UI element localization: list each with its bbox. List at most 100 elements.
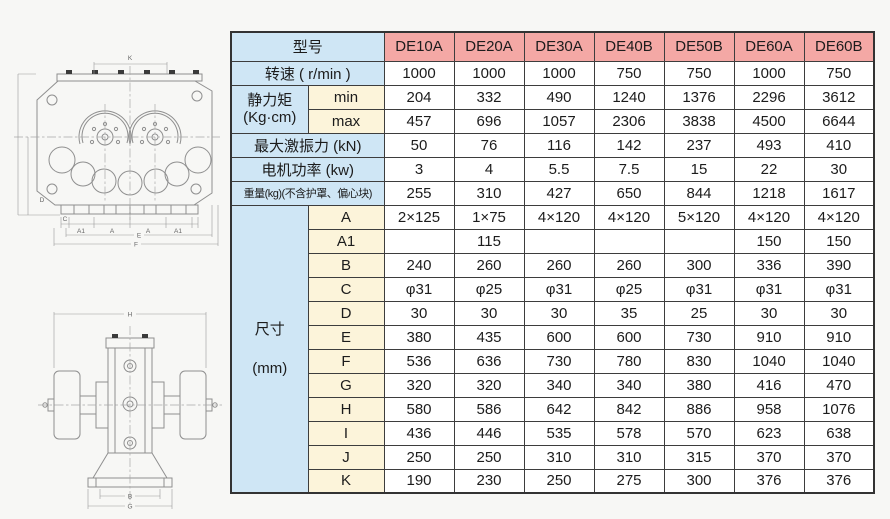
value-cell xyxy=(383,228,455,254)
value-cell: 642 xyxy=(523,396,595,422)
value-cell: 844 xyxy=(663,180,735,206)
dimension-label-cell: K xyxy=(307,468,385,494)
table-row: B 240 260 260 260 300 336 390 xyxy=(231,252,875,278)
row-label-cell: 转速 ( r/min ) xyxy=(230,60,385,86)
value-cell: 2296 xyxy=(733,84,805,110)
value-cell: 750 xyxy=(663,60,735,86)
value-cell: φ31 xyxy=(733,276,805,302)
value-cell: 310 xyxy=(593,444,665,470)
value-cell: 76 xyxy=(453,132,525,158)
value-cell: 250 xyxy=(523,468,595,494)
table-row: 电机功率 (kw) 3 4 5.5 7.5 15 22 30 xyxy=(230,156,875,182)
value-cell: 340 xyxy=(523,372,595,398)
value-cell: 142 xyxy=(593,132,665,158)
value-cell: 1057 xyxy=(523,108,595,134)
dimension-label-cell: F xyxy=(307,348,385,374)
value-cell: 30 xyxy=(453,300,525,326)
value-cell xyxy=(593,228,665,254)
row-label-cell: 重量(kg)(不含护罩、偏心块) xyxy=(230,180,385,206)
dim-label-c: C xyxy=(63,216,68,223)
value-cell: 830 xyxy=(663,348,735,374)
value-cell: 4×120 xyxy=(593,204,665,230)
table-row: E 380 435 600 600 730 910 910 xyxy=(231,324,875,350)
value-cell: 204 xyxy=(383,84,455,110)
value-cell: 4×120 xyxy=(803,204,875,230)
dim-label-a-left: A xyxy=(110,228,115,235)
value-cell: 5×120 xyxy=(663,204,735,230)
value-cell: 7.5 xyxy=(593,156,665,182)
value-cell: 1376 xyxy=(663,84,735,110)
value-cell: 260 xyxy=(453,252,525,278)
dim-label-a-right: A xyxy=(146,228,151,235)
value-cell: 240 xyxy=(383,252,455,278)
table-row: 转速 ( r/min ) 1000 1000 1000 750 750 1000 750 xyxy=(230,60,875,86)
top-view-technical-drawing: K D C A1 A A A1 E F xyxy=(14,55,220,249)
value-cell: 4500 xyxy=(733,108,805,134)
value-cell: 446 xyxy=(453,420,525,446)
value-cell: 380 xyxy=(663,372,735,398)
table-row: D 30 30 30 35 25 30 30 xyxy=(231,300,875,326)
value-cell: 230 xyxy=(453,468,525,494)
dimension-label-cell: C xyxy=(307,276,385,302)
value-cell: 150 xyxy=(733,228,805,254)
model-header-cell: DE60B xyxy=(803,31,875,62)
eccentric-weights xyxy=(48,146,212,196)
value-cell: 255 xyxy=(383,180,455,206)
value-cell: 25 xyxy=(663,300,735,326)
value-cell: 623 xyxy=(733,420,805,446)
front-view-technical-drawing: H B G xyxy=(38,312,222,511)
value-cell: 580 xyxy=(383,396,455,422)
group-label-cell: 尺寸 (mm) xyxy=(230,204,309,494)
dim-label-d: D xyxy=(40,197,45,204)
group-label-line1: 静力矩 xyxy=(247,92,293,109)
value-cell: 300 xyxy=(663,252,735,278)
table-row: 尺寸 (mm) A 2×125 1×75 4×120 4×120 5×120 4×120 4×12… xyxy=(230,204,875,494)
dimension-label-cell: min xyxy=(307,84,385,110)
dim-label-a1-right: A1 xyxy=(174,228,182,235)
value-cell: 910 xyxy=(733,324,805,350)
table-row: 最大激振力 (kN) 50 76 116 142 237 493 410 xyxy=(230,132,875,158)
value-cell: φ31 xyxy=(663,276,735,302)
value-cell: 1×75 xyxy=(453,204,525,230)
value-cell: 315 xyxy=(663,444,735,470)
table-row: K 190 230 250 275 300 376 376 xyxy=(231,468,875,494)
value-cell: 115 xyxy=(453,228,525,254)
value-cell: φ25 xyxy=(453,276,525,302)
value-cell: 750 xyxy=(803,60,875,86)
value-cell: 300 xyxy=(663,468,735,494)
value-cell: 370 xyxy=(733,444,805,470)
value-cell: 730 xyxy=(523,348,595,374)
model-header-cell: DE10A xyxy=(383,31,455,62)
value-cell: 250 xyxy=(383,444,455,470)
value-cell: 310 xyxy=(453,180,525,206)
value-cell: 116 xyxy=(523,132,595,158)
value-cell: φ31 xyxy=(523,276,595,302)
dim-label-f: F xyxy=(134,242,138,249)
value-cell: 1617 xyxy=(803,180,875,206)
value-cell: 336 xyxy=(733,252,805,278)
center-lines xyxy=(14,66,220,220)
value-cell: 380 xyxy=(383,324,455,350)
group-label-line2: (Kg·cm) xyxy=(243,109,297,126)
table-row: H 580 586 642 842 886 958 1076 xyxy=(231,396,875,422)
value-cell: 750 xyxy=(593,60,665,86)
value-cell: 2306 xyxy=(593,108,665,134)
table-row: 静力矩 (Kg·cm) min 204 332 490 1240 1376 2296 3612 xyxy=(230,84,875,134)
value-cell: 370 xyxy=(803,444,875,470)
table-row: max 457 696 1057 2306 3838 4500 6644 xyxy=(231,108,875,134)
table-row: 重量(kg)(不含护罩、偏心块) 255 310 427 650 844 1218 1617 xyxy=(230,180,875,206)
group-label-cell: 静力矩 (Kg·cm) xyxy=(230,84,309,134)
value-cell: 320 xyxy=(383,372,455,398)
spec-table: 型号 DE10A DE20A DE30A DE40B DE50B DE60A DE60B 转速… xyxy=(230,31,875,494)
value-cell: 190 xyxy=(383,468,455,494)
spec-table-body: 转速 ( r/min ) 1000 1000 1000 750 750 1000 750 静力矩… xyxy=(230,60,875,494)
value-cell: 536 xyxy=(383,348,455,374)
value-cell: 1040 xyxy=(803,348,875,374)
row-label-cell: 最大激振力 (kN) xyxy=(230,132,385,158)
value-cell: 435 xyxy=(453,324,525,350)
value-cell: 1000 xyxy=(733,60,805,86)
value-cell: 4×120 xyxy=(733,204,805,230)
value-cell: 1000 xyxy=(453,60,525,86)
row-label-cell: 电机功率 (kw) xyxy=(230,156,385,182)
